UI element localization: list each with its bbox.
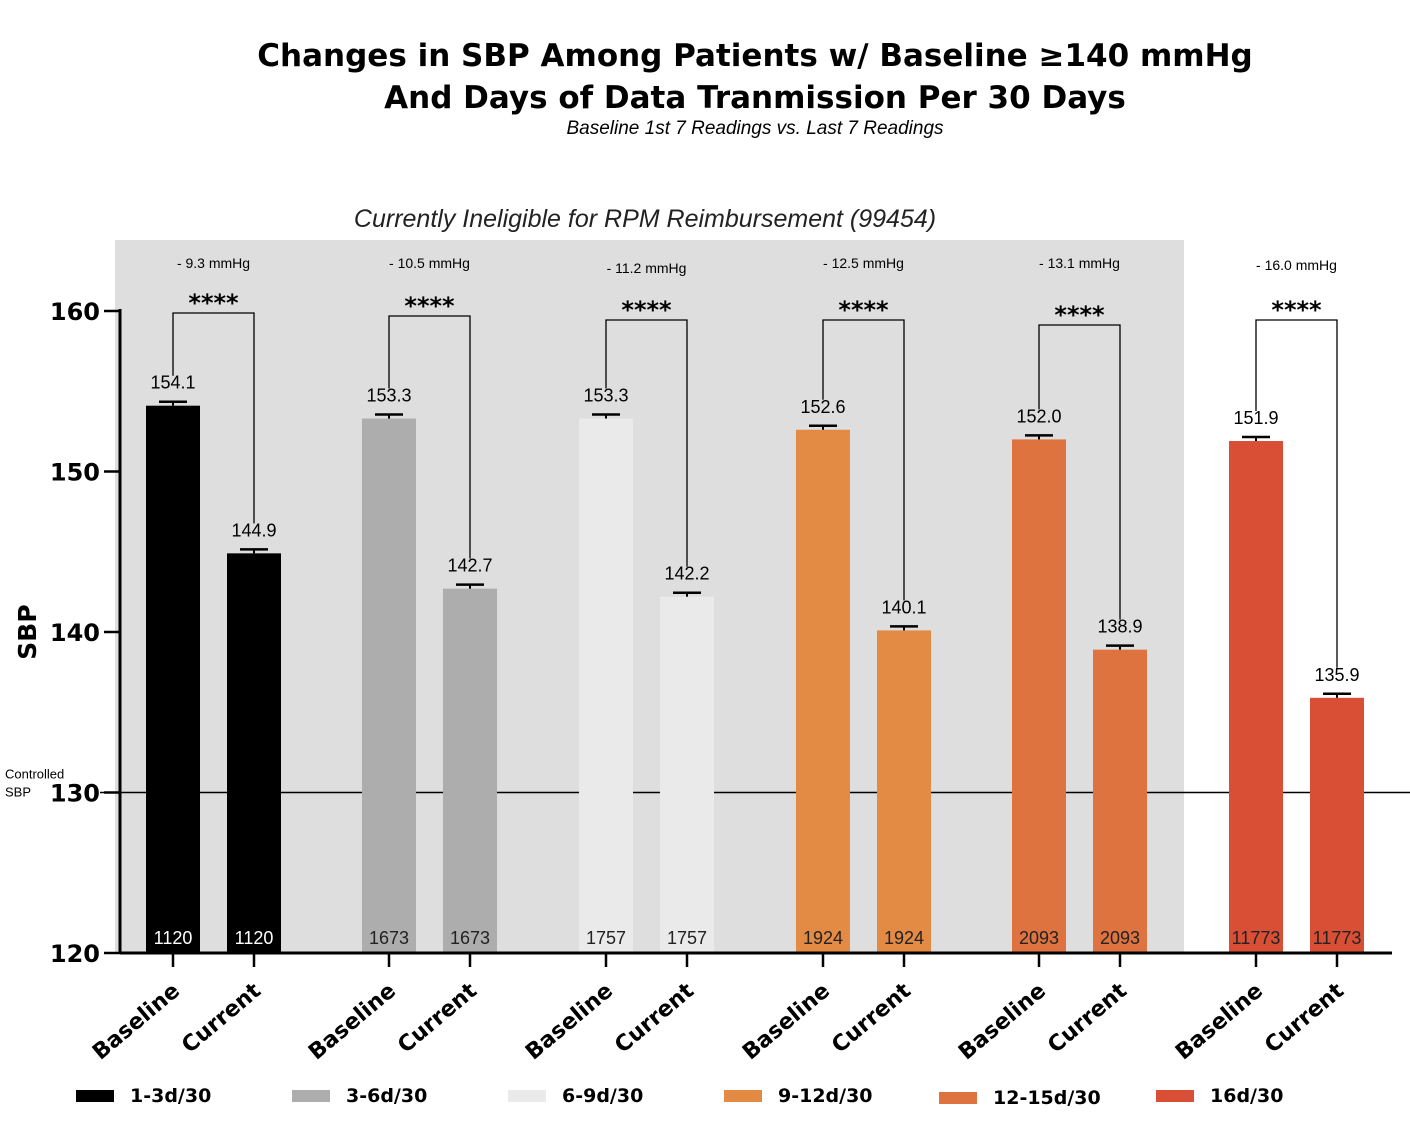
difference-label: - 12.5 mmHg [823, 255, 904, 271]
significance-stars: **** [1271, 296, 1322, 324]
value-label: 152.6 [800, 397, 845, 417]
value-label: 142.2 [664, 564, 709, 584]
ineligible-region-shading [115, 240, 1184, 953]
n-label: 1924 [884, 928, 924, 948]
difference-label: - 16.0 mmHg [1256, 257, 1337, 273]
legend-label-3-6d/30: 3-6d/30 [346, 1085, 427, 1107]
legend-label-12-15d/30: 12-15d/30 [993, 1087, 1101, 1109]
bar-16d/30-Current [1310, 697, 1364, 953]
bar-16d/30-Baseline [1229, 441, 1283, 953]
value-label: 153.3 [583, 386, 628, 406]
y-tick-label: 140 [50, 619, 100, 647]
n-label: 1757 [586, 928, 626, 948]
y-axis-label: SBP [13, 604, 42, 659]
difference-label: - 9.3 mmHg [177, 255, 250, 271]
chart-title-line1: Changes in SBP Among Patients w/ Baselin… [257, 38, 1252, 74]
legend-swatch-12-15d/30 [939, 1092, 977, 1104]
n-label: 1757 [667, 928, 707, 948]
legend-swatch-3-6d/30 [292, 1090, 330, 1102]
legend-label-9-12d/30: 9-12d/30 [778, 1085, 873, 1107]
significance-stars: **** [621, 296, 672, 324]
bar-3-6d/30-Current [443, 588, 497, 953]
significance-bracket [1038, 324, 1121, 620]
legend-swatch-1-3d/30 [76, 1090, 114, 1102]
y-tick-label: 120 [50, 940, 100, 968]
n-label: 1924 [803, 928, 843, 948]
n-label: 2093 [1019, 928, 1059, 948]
n-label: 2093 [1100, 928, 1140, 948]
difference-label: - 11.2 mmHg [607, 260, 687, 276]
value-label: 140.1 [881, 597, 926, 617]
legend-label-6-9d/30: 6-9d/30 [562, 1085, 643, 1107]
bar-12-15d/30-Baseline [1012, 439, 1066, 953]
value-label: 135.9 [1314, 665, 1359, 685]
y-tick-label: 150 [50, 459, 100, 487]
difference-label: - 10.5 mmHg [389, 255, 470, 271]
legend-label-16d/30: 16d/30 [1210, 1085, 1283, 1107]
legend-swatch-16d/30 [1156, 1090, 1194, 1102]
bar-12-15d/30-Current [1093, 649, 1147, 953]
significance-bracket [1255, 319, 1338, 668]
ineligible-region-label: Currently Ineligible for RPM Reimburseme… [354, 205, 936, 233]
controlled-sbp-label-line2: SBP [5, 785, 31, 800]
significance-stars: **** [404, 292, 455, 320]
bar-9-12d/30-Current [877, 630, 931, 953]
n-label: 1673 [369, 928, 409, 948]
value-label: 151.9 [1233, 408, 1278, 428]
value-label: 138.9 [1097, 617, 1142, 637]
significance-stars: **** [188, 289, 239, 317]
legend-swatch-6-9d/30 [508, 1090, 546, 1102]
significance-stars: **** [1054, 301, 1105, 329]
value-label: 142.7 [447, 556, 492, 576]
legend-label-1-3d/30: 1-3d/30 [130, 1085, 211, 1107]
bar-1-3d/30-Baseline [146, 405, 200, 953]
significance-bracket [172, 312, 255, 524]
n-label: 11773 [1313, 928, 1362, 948]
value-label: 152.0 [1016, 406, 1061, 426]
value-label: 153.3 [366, 386, 411, 406]
bar-6-9d/30-Baseline [579, 418, 633, 953]
value-label: 154.1 [150, 373, 195, 393]
bar-1-3d/30-Current [227, 553, 281, 953]
bar-6-9d/30-Current [660, 596, 714, 953]
controlled-sbp-label-line1: Controlled [5, 767, 64, 782]
legend-swatch-9-12d/30 [724, 1090, 762, 1102]
y-tick-label: 130 [50, 780, 100, 808]
n-label: 1120 [154, 928, 193, 948]
significance-bracket [605, 319, 688, 567]
chart-title-line2: And Days of Data Tranmission Per 30 Days [384, 80, 1126, 116]
n-label: 1673 [450, 928, 490, 948]
y-tick-label: 160 [50, 298, 100, 326]
significance-bracket [822, 319, 905, 601]
n-label: 11773 [1232, 928, 1281, 948]
value-label: 144.9 [231, 520, 276, 540]
significance-stars: **** [838, 296, 889, 324]
bar-3-6d/30-Baseline [362, 418, 416, 953]
bar-9-12d/30-Baseline [796, 429, 850, 953]
difference-label: - 13.1 mmHg [1039, 255, 1120, 271]
n-label: 1120 [235, 928, 274, 948]
significance-bracket [388, 315, 471, 559]
chart-subtitle: Baseline 1st 7 Readings vs. Last 7 Readi… [566, 118, 944, 139]
